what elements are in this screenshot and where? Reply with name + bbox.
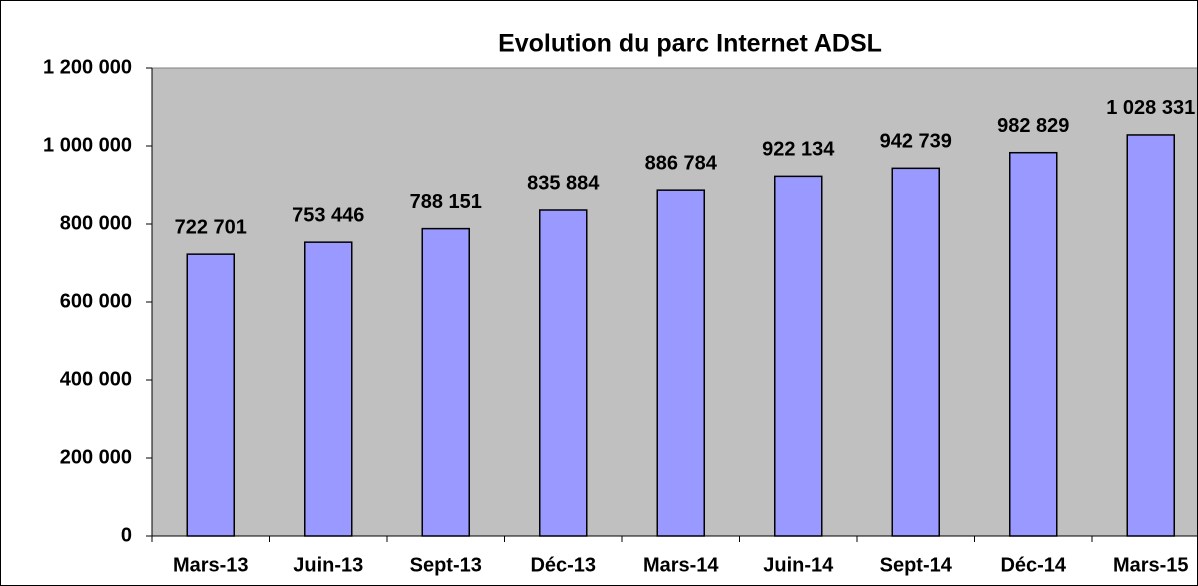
bar [1009, 151, 1058, 537]
bar [656, 189, 705, 537]
y-tick-label: 200 000 [60, 446, 132, 468]
data-label: 942 739 [880, 131, 952, 153]
data-label: 788 151 [410, 191, 482, 213]
bar [1126, 134, 1175, 537]
data-label: 982 829 [997, 115, 1069, 137]
x-tick-label: Mars-13 [173, 554, 249, 576]
y-tick-label: 1 000 000 [43, 134, 132, 156]
x-tick-label: Juin-13 [293, 554, 363, 576]
data-label: 886 784 [645, 152, 718, 174]
data-label: 835 884 [527, 172, 600, 194]
data-label: 753 446 [292, 204, 364, 226]
x-tick-label: Mars-15 [1113, 554, 1189, 576]
y-tick-label: 600 000 [60, 290, 132, 312]
y-tick-label: 0 [121, 524, 132, 546]
y-tick-label: 800 000 [60, 212, 132, 234]
y-tick-label: 1 200 000 [43, 56, 132, 78]
x-tick-label: Sept-13 [410, 554, 482, 576]
chart-title: Evolution du parc Internet ADSL [498, 30, 882, 58]
data-label: 1 028 331 [1106, 97, 1195, 119]
bar [421, 227, 470, 537]
x-tick-label: Sept-14 [880, 554, 953, 576]
x-tick-label: Juin-14 [763, 554, 834, 576]
bar [186, 253, 235, 537]
y-tick-label: 400 000 [60, 368, 132, 390]
bar [891, 167, 940, 537]
x-tick-label: Déc-13 [530, 554, 596, 576]
bar [774, 175, 823, 537]
bar [304, 241, 353, 537]
x-tick-label: Mars-14 [643, 554, 719, 576]
bar [539, 209, 588, 537]
x-tick-label: Déc-14 [1000, 554, 1066, 576]
data-label: 922 134 [762, 139, 835, 161]
data-label: 722 701 [175, 216, 247, 238]
